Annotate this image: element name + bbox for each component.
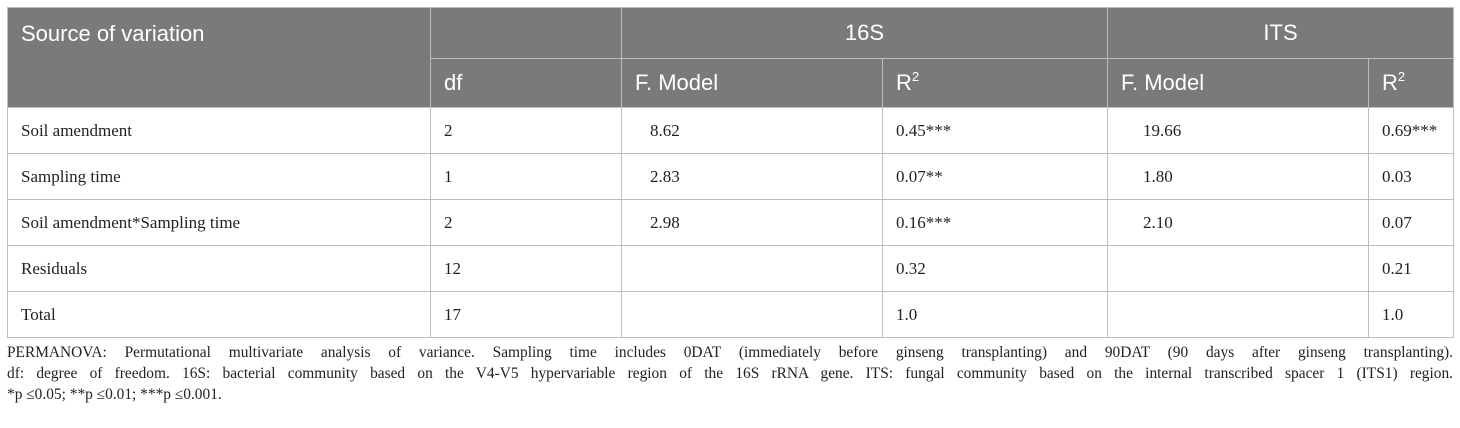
cell-16s-fmodel: 2.98	[621, 199, 883, 246]
cell-df: 2	[430, 199, 622, 246]
cell-16s-fmodel: 2.83	[621, 153, 883, 200]
header-group-its: ITS	[1106, 7, 1455, 59]
header-its-fmodel: F. Model	[1107, 58, 1369, 108]
header-its-r2: R2	[1367, 58, 1455, 108]
cell-its-r2: 0.69***	[1367, 107, 1455, 154]
table-row: Soil amendment*Sampling time 2 2.98 0.16…	[7, 199, 1455, 246]
cell-16s-fmodel	[621, 245, 883, 292]
cell-its-fmodel	[1107, 291, 1369, 338]
cell-its-fmodel: 1.80	[1107, 153, 1369, 200]
permanova-table: Source of variation 16S ITS df F. Model …	[7, 7, 1455, 338]
header-16s-r2-base: R	[896, 70, 912, 95]
cell-source: Total	[7, 291, 431, 338]
table-row: Total 17 1.0 1.0	[7, 291, 1455, 338]
cell-df: 2	[430, 107, 622, 154]
cell-16s-r2: 1.0	[882, 291, 1108, 338]
header-16s-r2: R2	[882, 58, 1108, 108]
cell-its-r2: 0.03	[1367, 153, 1455, 200]
table-row: Residuals 12 0.32 0.21	[7, 245, 1455, 292]
cell-source: Residuals	[7, 245, 431, 292]
cell-its-r2: 0.07	[1367, 199, 1455, 246]
cell-16s-fmodel: 8.62	[621, 107, 883, 154]
cell-source: Sampling time	[7, 153, 431, 200]
cell-df: 1	[430, 153, 622, 200]
table-footnote: PERMANOVA: Permutational multivariate an…	[7, 342, 1453, 405]
header-df-label: df	[444, 70, 463, 95]
footnote-line: PERMANOVA: Permutational multivariate an…	[7, 344, 1453, 361]
cell-df: 12	[430, 245, 622, 292]
cell-its-r2: 0.21	[1367, 245, 1455, 292]
header-16s-fmodel: F. Model	[621, 58, 883, 108]
header-df: df	[430, 58, 622, 108]
footnote-line: df: degree of freedom. 16S: bacterial co…	[7, 365, 1453, 382]
table-container: Source of variation 16S ITS df F. Model …	[7, 7, 1455, 405]
cell-16s-r2: 0.16***	[882, 199, 1108, 246]
header-row-groups: Source of variation 16S ITS	[7, 7, 1455, 108]
header-row-columns: df F. Model R2 F. Model R2	[8, 58, 1455, 108]
cell-its-fmodel: 19.66	[1107, 107, 1369, 154]
table-row: Sampling time 1 2.83 0.07** 1.80 0.03	[7, 153, 1455, 200]
cell-16s-fmodel	[621, 291, 883, 338]
header-16s-r2-sup: 2	[911, 69, 920, 84]
cell-its-fmodel	[1107, 245, 1369, 292]
cell-source: Soil amendment	[7, 107, 431, 154]
header-group-16s: 16S	[621, 7, 1108, 59]
header-blank	[430, 7, 622, 59]
header-its-r2-sup: 2	[1397, 69, 1406, 84]
cell-its-fmodel: 2.10	[1107, 199, 1369, 246]
cell-16s-r2: 0.07**	[882, 153, 1108, 200]
header-source-of-variation: Source of variation	[7, 7, 431, 108]
cell-16s-r2: 0.32	[882, 245, 1108, 292]
cell-its-r2: 1.0	[1367, 291, 1455, 338]
cell-16s-r2: 0.45***	[882, 107, 1108, 154]
cell-df: 17	[430, 291, 622, 338]
header-its-r2-base: R	[1382, 70, 1398, 95]
footnote-line: *p ≤0.05; **p ≤0.01; ***p ≤0.001.	[7, 386, 222, 403]
cell-source: Soil amendment*Sampling time	[7, 199, 431, 246]
table-row: Soil amendment 2 8.62 0.45*** 19.66 0.69…	[7, 107, 1455, 154]
